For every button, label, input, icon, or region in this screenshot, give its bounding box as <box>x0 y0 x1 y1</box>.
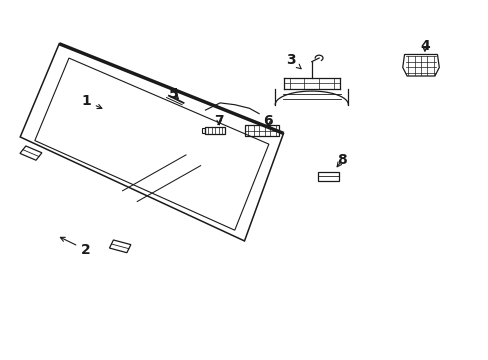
Text: 2: 2 <box>60 237 91 257</box>
Text: 3: 3 <box>285 53 301 69</box>
Text: 6: 6 <box>263 114 272 128</box>
Text: 8: 8 <box>336 153 346 167</box>
Text: 5: 5 <box>168 87 178 101</box>
Text: 4: 4 <box>419 39 429 53</box>
Text: 1: 1 <box>81 94 102 109</box>
Text: 7: 7 <box>214 114 224 128</box>
